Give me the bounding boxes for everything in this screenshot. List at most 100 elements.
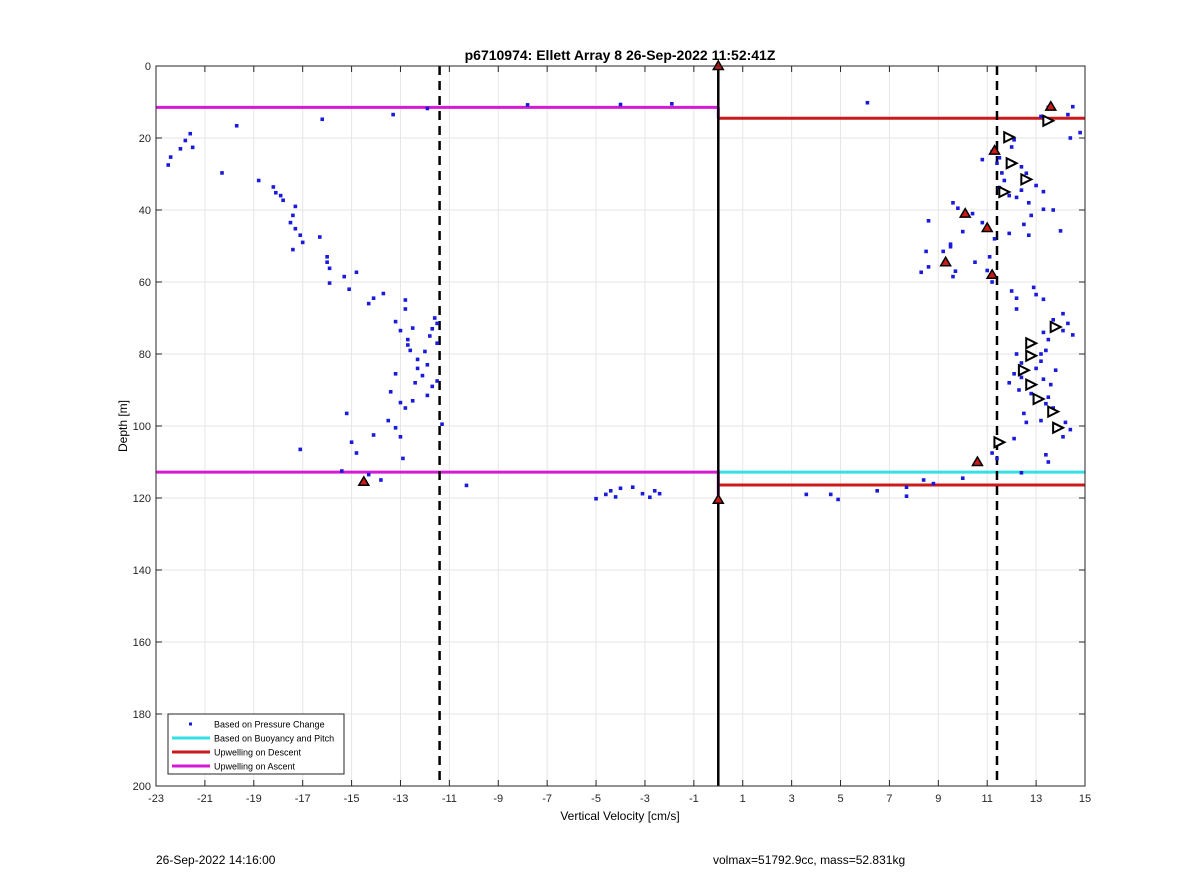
pressure-point xyxy=(973,260,977,264)
pressure-point xyxy=(1046,460,1051,464)
pressure-point xyxy=(415,366,420,371)
x-tick-label: -23 xyxy=(148,793,164,805)
legend-swatch-pressure xyxy=(189,722,192,726)
pressure-point xyxy=(1041,189,1046,194)
pressure-point xyxy=(1014,195,1019,200)
pressure-point xyxy=(1061,311,1065,316)
pressure-point xyxy=(435,321,439,326)
pressure-point xyxy=(379,478,383,482)
pressure-point xyxy=(281,198,285,203)
legend: Based on Pressure Change Based on Buoyanc… xyxy=(167,713,345,775)
pressure-point xyxy=(1041,207,1046,212)
pressure-point xyxy=(393,426,398,430)
pressure-point xyxy=(366,301,371,306)
pressure-point xyxy=(919,270,924,275)
pressure-point xyxy=(464,483,469,488)
pressure-point xyxy=(980,157,985,162)
y-tick-label: 140 xyxy=(133,565,151,577)
pressure-point xyxy=(1034,292,1038,297)
pressure-point xyxy=(1019,471,1024,475)
pressure-point xyxy=(1024,420,1029,425)
descent-point xyxy=(939,255,952,267)
buoyancy-point xyxy=(1017,363,1032,377)
pressure-point xyxy=(941,249,946,254)
pressure-point xyxy=(440,422,444,426)
pressure-point xyxy=(288,220,293,225)
x-tick-label: -11 xyxy=(442,793,457,805)
pressure-point xyxy=(804,492,809,497)
pressure-point xyxy=(1009,145,1014,149)
legend-box xyxy=(167,713,345,775)
pressure-point xyxy=(995,161,999,165)
pressure-point xyxy=(256,178,261,183)
legend-label: Upwelling on Ascent xyxy=(214,762,296,772)
pressure-point xyxy=(648,495,652,500)
buoyancy-point xyxy=(1020,172,1034,187)
x-tick-label: 11 xyxy=(981,793,992,805)
pressure-point xyxy=(291,213,295,218)
pressure-point xyxy=(430,327,435,331)
pressure-point xyxy=(1012,436,1016,441)
pressure-point xyxy=(168,155,173,159)
pressure-point xyxy=(1041,330,1046,335)
pressure-point xyxy=(1019,375,1024,380)
pressure-point xyxy=(926,265,931,269)
x-tick-label: 3 xyxy=(789,793,795,805)
x-tick-label: 9 xyxy=(935,793,941,805)
pressure-point xyxy=(1078,130,1082,135)
pressure-point xyxy=(960,229,965,234)
x-tick-label: -5 xyxy=(591,793,601,805)
pressure-point xyxy=(1034,366,1038,371)
pressure-point xyxy=(415,357,420,362)
buoyancy-point xyxy=(1025,377,1039,392)
pressure-point xyxy=(613,495,618,499)
pressure-point xyxy=(630,485,635,489)
pressure-point xyxy=(406,343,410,347)
buoyancy-point xyxy=(993,435,1007,449)
pressure-point xyxy=(293,226,298,231)
buoyancy-point xyxy=(1049,320,1063,334)
pressure-point xyxy=(640,491,645,496)
reference-lines xyxy=(438,66,999,786)
descent-point xyxy=(958,207,972,218)
pressure-point xyxy=(291,247,295,252)
x-tick-label: -3 xyxy=(640,793,650,805)
pressure-point xyxy=(371,433,376,437)
y-tick-label: 80 xyxy=(139,349,151,361)
pressure-point xyxy=(1070,333,1075,337)
pressure-point xyxy=(408,348,413,353)
pressure-point xyxy=(948,244,953,249)
pressure-point xyxy=(298,233,303,237)
pressure-point xyxy=(393,319,398,324)
pressure-point xyxy=(1066,321,1070,326)
buoyancy-point xyxy=(1047,404,1061,419)
pressure-point xyxy=(1046,337,1051,342)
grid xyxy=(155,65,1086,787)
pressure-point xyxy=(608,489,613,493)
pressure-point xyxy=(995,456,999,461)
pressure-point xyxy=(924,249,928,254)
pressure-point xyxy=(410,399,415,403)
pressure-point xyxy=(425,393,430,398)
pressure-point xyxy=(1061,435,1065,439)
pressure-point xyxy=(618,102,623,107)
pressure-point xyxy=(391,112,395,117)
y-tick-label: 180 xyxy=(133,709,151,721)
y-tick-label: 60 xyxy=(139,277,151,289)
pressure-point xyxy=(985,268,990,273)
y-tick-label: 160 xyxy=(133,637,151,649)
pressure-point xyxy=(1066,112,1070,117)
pressure-point xyxy=(340,469,344,473)
buoyancy-point xyxy=(1042,114,1056,128)
pressure-point xyxy=(1002,178,1007,183)
descent-point xyxy=(357,475,371,487)
pressure-point xyxy=(300,240,305,245)
x-tick-label: 15 xyxy=(1079,793,1091,805)
pressure-point xyxy=(836,497,840,502)
pressure-point xyxy=(1061,328,1065,333)
pressure-point xyxy=(604,492,608,497)
pressure-point xyxy=(327,281,332,285)
pressure-point xyxy=(1044,401,1048,406)
pressure-point xyxy=(1048,382,1053,387)
pressure-point xyxy=(432,316,437,320)
